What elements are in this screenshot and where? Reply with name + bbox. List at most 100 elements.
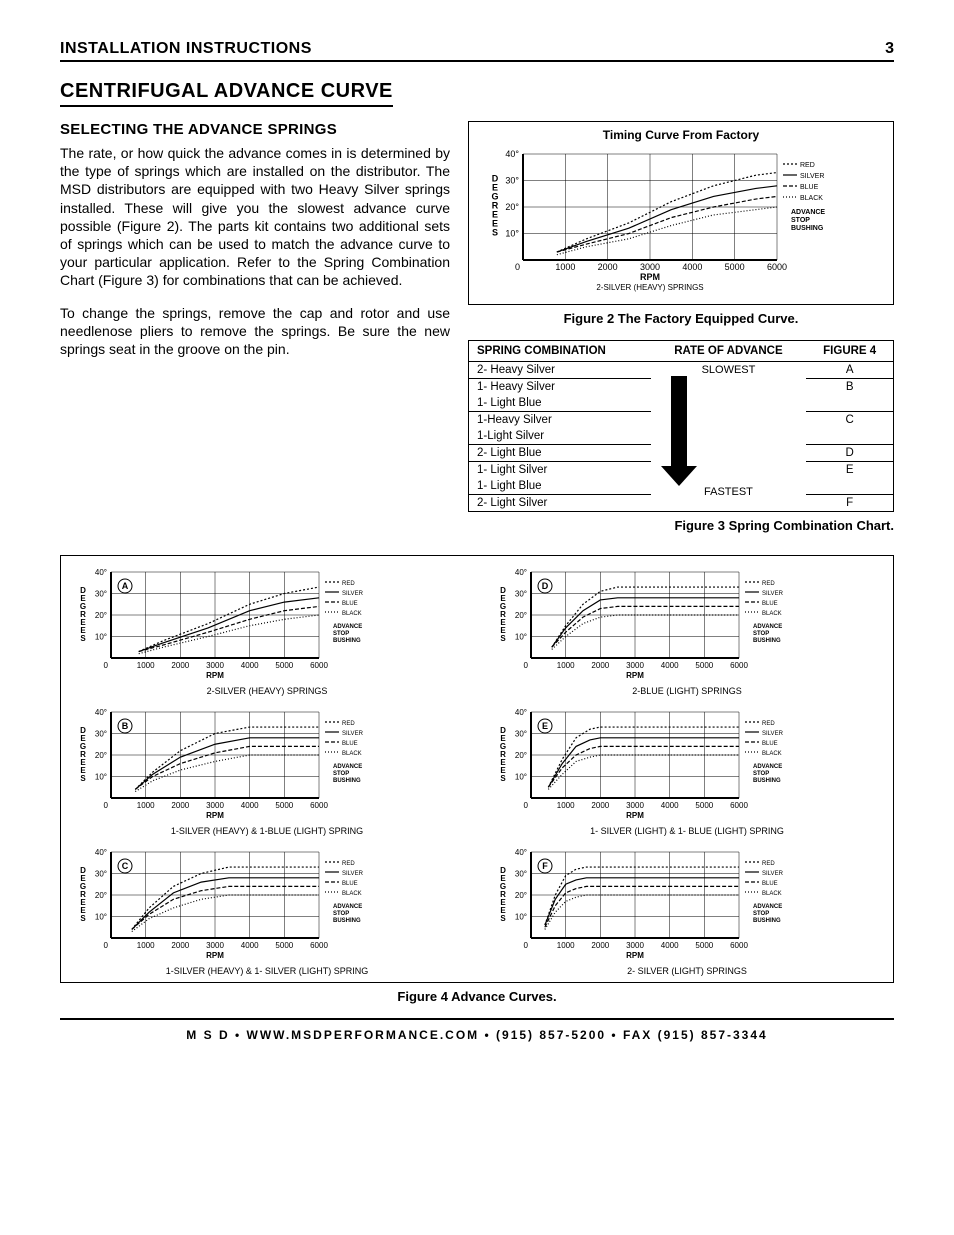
mini-chart-sub: 2-SILVER (HEAVY) SPRINGS	[71, 686, 463, 696]
svg-text:SILVER: SILVER	[762, 731, 784, 737]
svg-text:4000: 4000	[241, 941, 259, 950]
svg-text:ADVANCE: ADVANCE	[791, 209, 825, 216]
svg-text:2000: 2000	[591, 661, 609, 670]
svg-text:2000: 2000	[598, 262, 618, 272]
combo-cell: 1-Heavy Silver	[469, 412, 651, 429]
svg-text:20°: 20°	[515, 891, 527, 900]
svg-text:40°: 40°	[95, 848, 107, 857]
svg-text:10°: 10°	[515, 913, 527, 922]
svg-text:BLACK: BLACK	[762, 751, 782, 757]
svg-text:S: S	[500, 774, 506, 783]
svg-text:S: S	[80, 634, 86, 643]
svg-text:10°: 10°	[95, 913, 107, 922]
svg-text:4000: 4000	[661, 801, 679, 810]
svg-text:RPM: RPM	[626, 811, 644, 820]
svg-text:RED: RED	[342, 861, 355, 867]
svg-text:3000: 3000	[206, 801, 224, 810]
svg-text:BLUE: BLUE	[762, 601, 778, 607]
svg-text:30°: 30°	[515, 730, 527, 739]
body-paragraph-2: To change the springs, remove the cap an…	[60, 304, 450, 359]
fig-ref-cell: D	[806, 445, 893, 462]
combo-cell: 1- Light Blue	[469, 478, 651, 495]
svg-text:30°: 30°	[95, 730, 107, 739]
svg-text:3000: 3000	[206, 661, 224, 670]
svg-text:2000: 2000	[591, 941, 609, 950]
svg-text:S: S	[500, 914, 506, 923]
mini-chart: 10°20°30°40°1000200030004000500060000DEG…	[491, 706, 883, 836]
table-row: 2- Heavy SilverSLOWESTFASTESTA	[469, 362, 894, 379]
mini-chart-sub: 1- SILVER (LIGHT) & 1- BLUE (LIGHT) SPRI…	[491, 826, 883, 836]
rate-arrow-cell: SLOWESTFASTEST	[651, 362, 807, 512]
svg-text:BLACK: BLACK	[762, 611, 782, 617]
svg-text:0: 0	[104, 801, 109, 810]
svg-text:1000: 1000	[137, 801, 155, 810]
svg-text:20°: 20°	[515, 611, 527, 620]
svg-text:BUSHING: BUSHING	[753, 778, 781, 784]
figure-2-title: Timing Curve From Factory	[477, 128, 885, 142]
svg-text:ADVANCE: ADVANCE	[753, 904, 782, 910]
mini-chart-svg: 10°20°30°40°1000200030004000500060000DEG…	[71, 566, 391, 684]
svg-text:4000: 4000	[661, 941, 679, 950]
figure-3-caption: Figure 3 Spring Combination Chart.	[468, 518, 894, 533]
svg-text:20°: 20°	[505, 202, 519, 212]
figure-4-panel: 10°20°30°40°1000200030004000500060000DEG…	[60, 555, 894, 983]
svg-text:10°: 10°	[505, 229, 519, 239]
svg-text:20°: 20°	[95, 611, 107, 620]
svg-text:2000: 2000	[171, 661, 189, 670]
svg-text:BUSHING: BUSHING	[753, 638, 781, 644]
svg-text:STOP: STOP	[753, 911, 769, 917]
body-paragraph-1: The rate, or how quick the advance comes…	[60, 144, 450, 290]
fig-ref-cell: E	[806, 462, 893, 495]
svg-text:4000: 4000	[661, 661, 679, 670]
svg-text:BUSHING: BUSHING	[333, 918, 361, 924]
svg-text:BUSHING: BUSHING	[753, 918, 781, 924]
svg-text:RED: RED	[800, 162, 815, 169]
svg-text:BLUE: BLUE	[762, 741, 778, 747]
table-header-fig: FIGURE 4	[806, 341, 893, 362]
svg-text:40°: 40°	[95, 568, 107, 577]
svg-text:6000: 6000	[310, 941, 328, 950]
mini-chart-sub: 2- SILVER (LIGHT) SPRINGS	[491, 966, 883, 976]
svg-text:1000: 1000	[555, 262, 575, 272]
mini-chart-svg: 10°20°30°40°1000200030004000500060000DEG…	[71, 706, 391, 824]
svg-text:5000: 5000	[275, 661, 293, 670]
svg-text:3000: 3000	[640, 262, 660, 272]
svg-text:A: A	[122, 581, 129, 591]
svg-text:40°: 40°	[505, 149, 519, 159]
svg-text:2000: 2000	[171, 801, 189, 810]
svg-text:1000: 1000	[557, 801, 575, 810]
svg-text:C: C	[122, 861, 129, 871]
page-footer: M S D • WWW.MSDPERFORMANCE.COM • (915) 8…	[60, 1018, 894, 1042]
rate-bottom-label: FASTEST	[659, 486, 799, 498]
svg-text:SILVER: SILVER	[762, 871, 784, 877]
figure-2-svg: 10°20°30°40°1000200030004000500060000DEG…	[477, 146, 857, 296]
fig-ref-cell: C	[806, 412, 893, 445]
svg-text:F: F	[542, 861, 548, 871]
svg-text:RED: RED	[762, 721, 775, 727]
combo-cell: 2- Light Silver	[469, 495, 651, 512]
table-header-combo: SPRING COMBINATION	[469, 341, 651, 362]
svg-text:4000: 4000	[682, 262, 702, 272]
svg-text:40°: 40°	[95, 708, 107, 717]
svg-text:40°: 40°	[515, 568, 527, 577]
svg-text:SILVER: SILVER	[342, 731, 364, 737]
svg-text:0: 0	[515, 262, 520, 272]
svg-text:BLACK: BLACK	[342, 751, 362, 757]
svg-text:BLUE: BLUE	[342, 601, 358, 607]
mini-chart-svg: 10°20°30°40°1000200030004000500060000DEG…	[491, 566, 811, 684]
combo-cell: 1- Light Silver	[469, 462, 651, 479]
page-number: 3	[885, 40, 894, 58]
mini-chart: 10°20°30°40°1000200030004000500060000DEG…	[491, 846, 883, 976]
svg-text:6000: 6000	[730, 661, 748, 670]
mini-chart-svg: 10°20°30°40°1000200030004000500060000DEG…	[71, 846, 391, 964]
svg-text:30°: 30°	[505, 176, 519, 186]
svg-text:20°: 20°	[515, 751, 527, 760]
svg-text:ADVANCE: ADVANCE	[333, 624, 362, 630]
svg-text:STOP: STOP	[333, 771, 349, 777]
combo-cell: 2- Heavy Silver	[469, 362, 651, 379]
svg-text:S: S	[80, 914, 86, 923]
svg-text:4000: 4000	[241, 661, 259, 670]
svg-text:ADVANCE: ADVANCE	[753, 624, 782, 630]
svg-text:3000: 3000	[626, 941, 644, 950]
mini-chart: 10°20°30°40°1000200030004000500060000DEG…	[71, 706, 463, 836]
